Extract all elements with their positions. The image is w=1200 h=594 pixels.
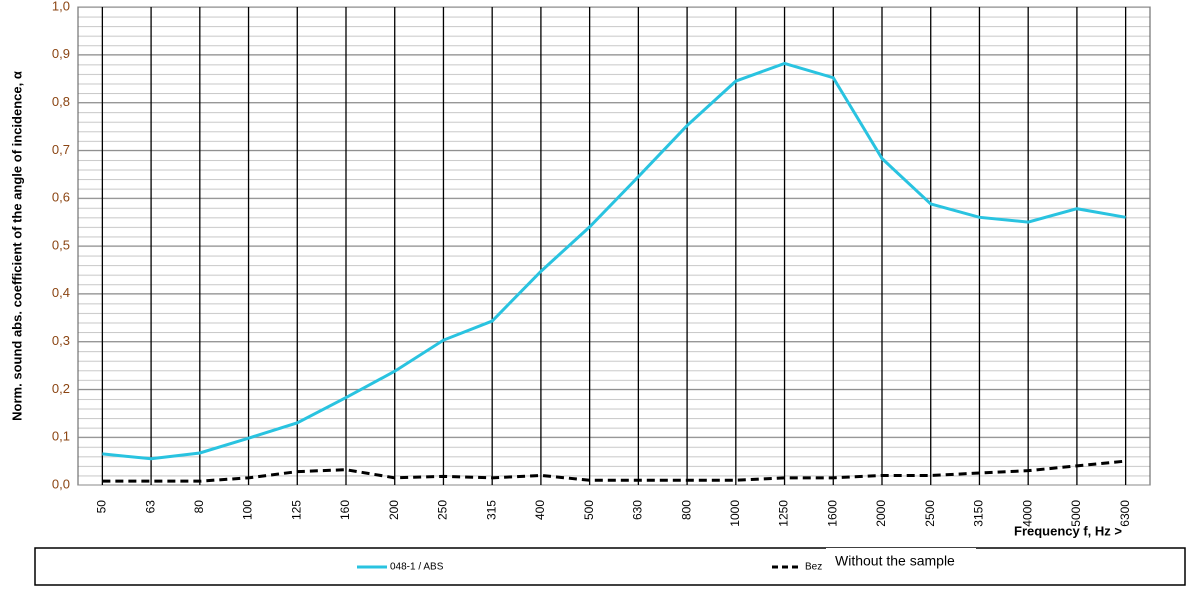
x-tick-label: 80 [192,500,206,514]
x-tick-label: 400 [533,500,547,520]
y-tick-label: 0,4 [52,285,70,300]
y-axis-label: Norm. sound abs. coefficient of the angl… [9,71,24,421]
x-tick-label: 630 [631,500,645,520]
x-tick-label: 3150 [972,500,986,527]
y-tick-label: 0,5 [52,237,70,252]
annotation-box [826,548,976,578]
x-tick-label: 5000 [1069,500,1083,527]
legend-box [34,547,1186,586]
x-tick-label: 250 [436,500,450,520]
y-tick-label: 0,1 [52,429,70,444]
x-tick-label: 1600 [825,500,839,527]
y-tick-label: 0,6 [52,190,70,205]
x-tick-label: 200 [387,500,401,520]
y-tick-label: 0,9 [52,46,70,61]
x-tick-label: 1250 [777,500,791,527]
x-tick-label: 50 [95,500,109,514]
annotation: Without the sample [835,553,955,569]
legend-label: Bez [805,562,822,573]
x-tick-label: 160 [338,500,352,520]
x-tick-label: 500 [582,500,596,520]
x-axis-label: Frequency f, Hz > [1014,523,1122,538]
y-tick-label: 0,3 [52,333,70,348]
x-tick-label: 800 [679,500,693,520]
y-tick-label: 1,0 [52,0,70,13]
x-tick-label: 100 [241,500,255,520]
y-tick-label: 0,2 [52,381,70,396]
x-tick-label: 1000 [728,500,742,527]
x-tick-label: 4000 [1020,500,1034,527]
y-tick-label: 0,8 [52,94,70,109]
x-tick-label: 125 [289,500,303,520]
series-line [102,61,1126,461]
y-tick-label: 0,7 [52,142,70,157]
x-tick-label: 63 [143,500,157,514]
legend-label: 048-1 / ABS [390,562,444,573]
series-line [102,459,1126,483]
y-tick-label: 0,0 [52,476,70,491]
x-tick-label: 2000 [874,500,888,527]
x-tick-label: 6300 [1118,500,1132,527]
x-tick-label: 315 [484,500,498,520]
x-tick-label: 2500 [923,500,937,527]
